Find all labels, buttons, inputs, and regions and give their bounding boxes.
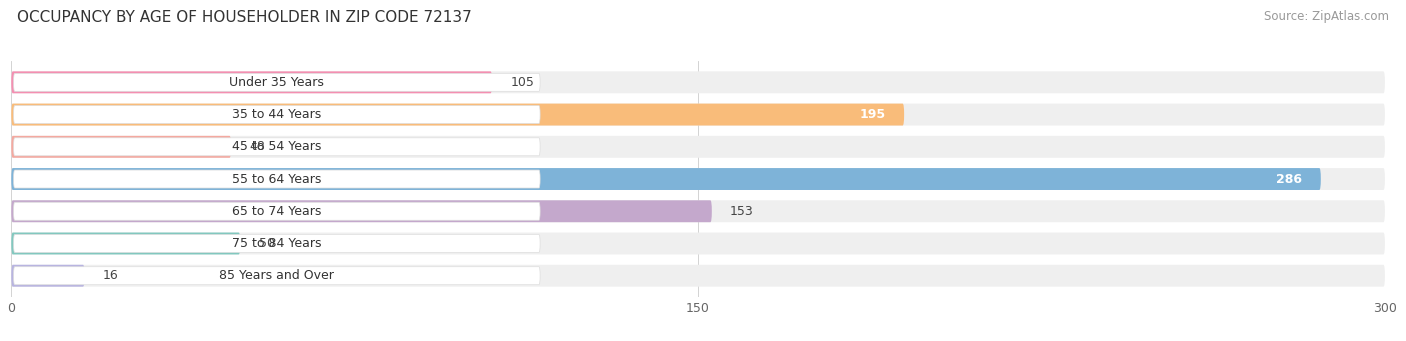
FancyBboxPatch shape <box>14 106 540 123</box>
Text: 16: 16 <box>103 269 118 282</box>
Text: 105: 105 <box>510 76 534 89</box>
Text: 55 to 64 Years: 55 to 64 Years <box>232 173 322 186</box>
FancyBboxPatch shape <box>11 104 1385 125</box>
Text: OCCUPANCY BY AGE OF HOUSEHOLDER IN ZIP CODE 72137: OCCUPANCY BY AGE OF HOUSEHOLDER IN ZIP C… <box>17 10 471 25</box>
FancyBboxPatch shape <box>11 168 1385 190</box>
Text: 48: 48 <box>249 140 266 153</box>
FancyBboxPatch shape <box>11 71 492 93</box>
Text: 50: 50 <box>259 237 274 250</box>
Text: 195: 195 <box>859 108 886 121</box>
FancyBboxPatch shape <box>11 265 84 287</box>
FancyBboxPatch shape <box>14 73 540 91</box>
FancyBboxPatch shape <box>14 202 540 220</box>
FancyBboxPatch shape <box>14 138 540 156</box>
Text: 286: 286 <box>1277 173 1302 186</box>
Text: Under 35 Years: Under 35 Years <box>229 76 325 89</box>
FancyBboxPatch shape <box>14 267 540 285</box>
Text: 65 to 74 Years: 65 to 74 Years <box>232 205 322 218</box>
FancyBboxPatch shape <box>11 200 1385 222</box>
Text: 35 to 44 Years: 35 to 44 Years <box>232 108 322 121</box>
FancyBboxPatch shape <box>11 200 711 222</box>
FancyBboxPatch shape <box>11 136 1385 158</box>
FancyBboxPatch shape <box>11 168 1320 190</box>
FancyBboxPatch shape <box>11 233 240 254</box>
FancyBboxPatch shape <box>14 235 540 252</box>
Text: 85 Years and Over: 85 Years and Over <box>219 269 335 282</box>
FancyBboxPatch shape <box>14 170 540 188</box>
Text: Source: ZipAtlas.com: Source: ZipAtlas.com <box>1264 10 1389 23</box>
FancyBboxPatch shape <box>11 233 1385 254</box>
Text: 45 to 54 Years: 45 to 54 Years <box>232 140 322 153</box>
Text: 75 to 84 Years: 75 to 84 Years <box>232 237 322 250</box>
FancyBboxPatch shape <box>11 265 1385 287</box>
FancyBboxPatch shape <box>11 71 1385 93</box>
Text: 153: 153 <box>730 205 754 218</box>
FancyBboxPatch shape <box>11 136 231 158</box>
FancyBboxPatch shape <box>11 104 904 125</box>
